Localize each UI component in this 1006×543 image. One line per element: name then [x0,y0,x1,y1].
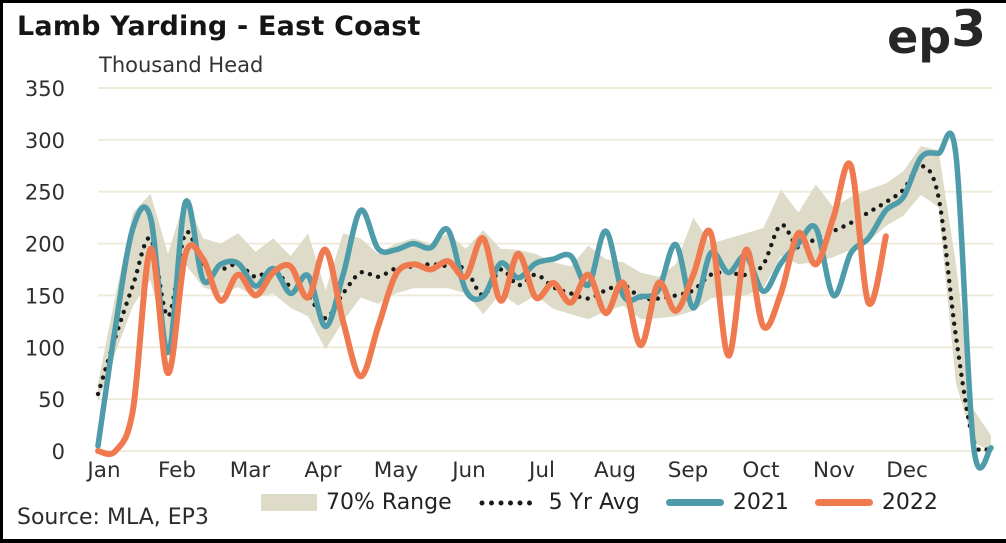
x-month-label: Oct [742,458,779,483]
x-month-label: Jun [450,458,486,483]
y-axis-unit-label: Thousand Head [99,53,264,77]
source-note: Source: MLA, EP3 [17,505,209,530]
x-month-label: Sep [668,458,709,483]
band-70-range [98,146,991,451]
y-tick-label: 50 [38,388,65,412]
y-tick-label: 300 [25,129,65,153]
y-tick-label: 200 [25,233,65,257]
x-month-label: May [374,458,419,483]
legend-label-2022: 2022 [881,490,938,515]
series-2021 [95,130,994,471]
y-tick-label: 250 [25,181,65,205]
x-month-label: Feb [158,458,196,483]
y-tick-label: 0 [52,440,65,464]
series-2022-swatch [814,499,873,506]
x-month-label: Dec [886,458,928,483]
legend-item-2021: 2021 [665,490,789,515]
x-month-label: Mar [230,458,271,483]
logo-text: ep [887,10,952,64]
legend-item-avg: 5 Yr Avg [478,490,640,515]
legend-item-2022: 2022 [814,490,938,515]
legend-label-avg: 5 Yr Avg [548,490,640,515]
legend-label-range: 70% Range [326,490,452,515]
page-title: Lamb Yarding - East Coast [17,11,421,42]
x-month-label: Aug [594,458,636,483]
line-chart: 0 50 100 150 200 250 300 350 Jan Feb Mar Apr May Jun J… [3,3,1006,543]
x-month-label: Nov [813,458,855,483]
ep3-logo: ep3 [887,4,986,64]
y-tick-label: 350 [25,77,65,101]
legend-label-2021: 2021 [732,490,789,515]
series-2021-swatch [665,499,724,506]
legend-item-range: 70% Range [261,490,452,515]
y-tick-label: 100 [25,336,65,360]
logo-superscript: 3 [951,0,986,58]
series-2022 [95,160,889,458]
x-month-label: Apr [304,458,341,483]
range-band-swatch [261,494,317,511]
y-tick-label: 150 [25,284,65,308]
chart-legend: 70% Range 5 Yr Avg 2021 2022 [261,490,938,515]
x-month-label: Jan [85,458,120,483]
x-month-label: Jul [527,458,555,483]
avg-dotted-swatch [479,500,540,505]
